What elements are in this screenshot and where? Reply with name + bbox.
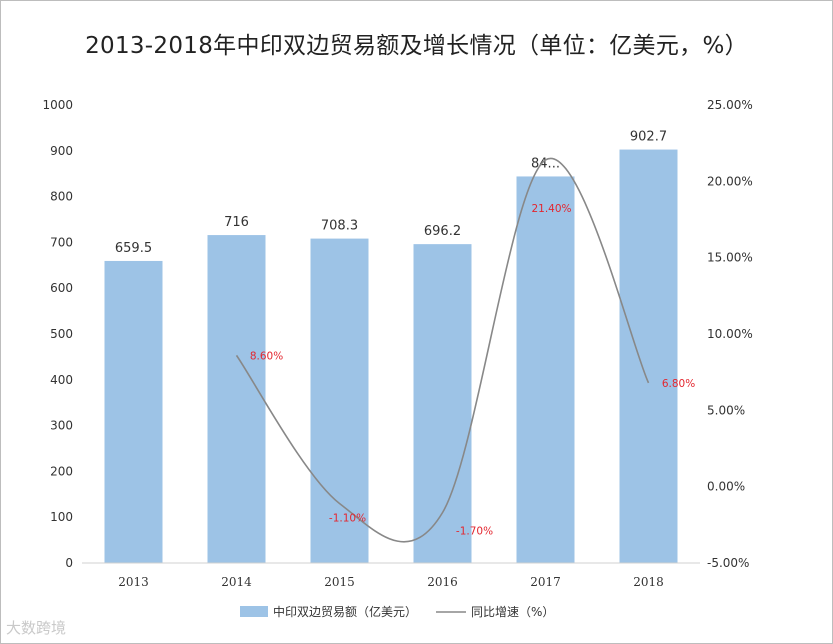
x-tick-label: 2018 <box>633 575 664 589</box>
left-tick-label: 800 <box>50 190 73 204</box>
left-tick-label: 200 <box>50 464 73 478</box>
x-tick-label: 2013 <box>118 575 149 589</box>
legend-line-label: 同比增速（%） <box>471 605 554 619</box>
bar-data-label: 716 <box>224 215 249 230</box>
right-tick-label: 5.00% <box>707 403 745 417</box>
bar <box>516 176 575 563</box>
growth-data-label: 6.80% <box>662 378 695 390</box>
left-tick-label: 1000 <box>42 98 73 112</box>
x-tick-label: 2014 <box>221 575 252 589</box>
line-series: 8.60% -1.10% -1.70% 21.40% 6.80% <box>235 157 695 543</box>
legend-bar-swatch <box>240 606 268 617</box>
bar-series: 659.5 716 708.3 696.2 84... 902.7 <box>104 130 678 564</box>
left-tick-label: 500 <box>50 327 73 341</box>
growth-data-label: -1.10% <box>329 512 366 524</box>
right-tick-label: 15.00% <box>707 251 753 265</box>
right-tick-label: 20.00% <box>707 174 753 188</box>
legend-bar-label: 中印双边贸易额（亿美元） <box>273 604 417 619</box>
right-tick-label: 0.00% <box>707 480 745 494</box>
bar-data-label: 84... <box>531 156 560 171</box>
x-tick-label: 2016 <box>427 575 458 589</box>
legend: 中印双边贸易额（亿美元） 同比增速（%） <box>240 604 554 619</box>
bar-data-label: 696.2 <box>424 224 461 239</box>
right-tick-label: -5.00% <box>707 556 749 570</box>
right-tick-label: 10.00% <box>707 327 753 341</box>
bar <box>207 235 266 563</box>
growth-data-label: 21.40% <box>531 203 571 215</box>
growth-data-label: 8.60% <box>250 350 283 362</box>
x-axis: 2013 2014 2015 2016 2017 2018 <box>82 562 700 589</box>
x-tick-label: 2017 <box>530 575 561 589</box>
x-tick-label: 2015 <box>324 575 355 589</box>
left-axis: 0 100 200 300 400 500 600 700 800 900 1000 <box>42 98 73 570</box>
left-tick-label: 0 <box>65 556 73 570</box>
growth-data-label: -1.70% <box>456 526 493 538</box>
bar <box>310 238 369 563</box>
left-tick-label: 100 <box>50 510 73 524</box>
bar-data-label: 708.3 <box>321 219 358 234</box>
chart-title: 2013-2018年中印双边贸易额及增长情况（单位：亿美元，%） <box>85 33 748 59</box>
bar-data-label: 902.7 <box>630 130 667 145</box>
left-tick-label: 900 <box>50 144 73 158</box>
bar <box>619 149 678 563</box>
right-axis: -5.00% 0.00% 5.00% 10.00% 15.00% 20.00% 25.00% <box>707 98 753 570</box>
growth-line <box>235 157 650 543</box>
bar <box>104 260 163 563</box>
left-tick-label: 300 <box>50 419 73 433</box>
watermark-text: 大数跨境 <box>6 619 67 637</box>
left-tick-label: 700 <box>50 235 73 249</box>
left-tick-label: 400 <box>50 373 73 387</box>
right-tick-label: 25.00% <box>707 98 753 112</box>
left-tick-label: 600 <box>50 281 73 295</box>
bar <box>413 244 472 564</box>
bar-data-label: 659.5 <box>115 241 152 256</box>
